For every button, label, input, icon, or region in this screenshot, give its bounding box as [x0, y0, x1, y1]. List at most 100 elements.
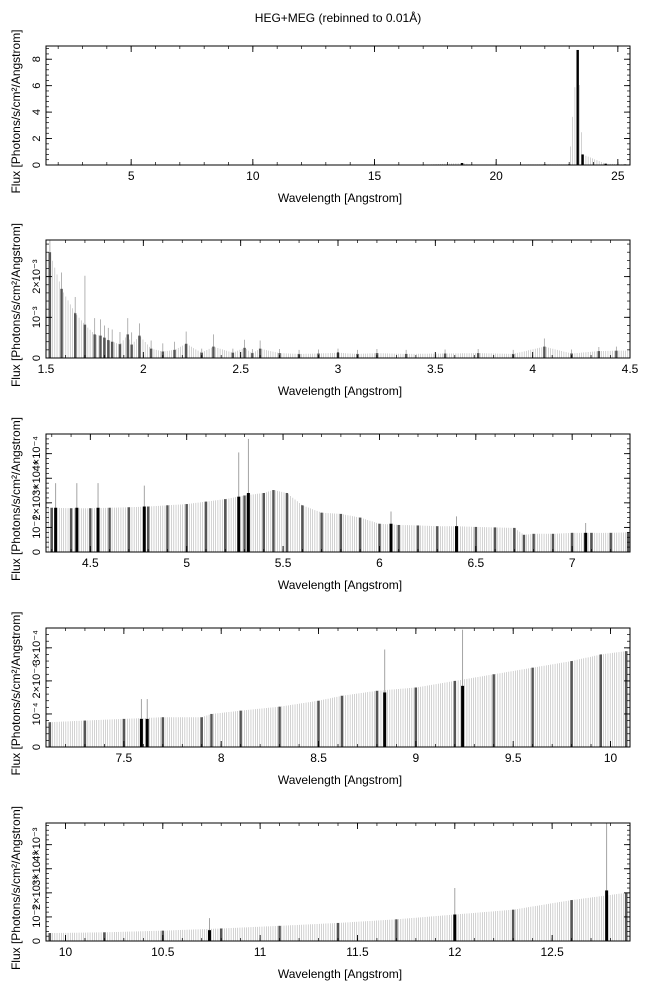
data-bar	[146, 506, 150, 552]
data-bar	[404, 353, 408, 358]
y-tick-label: 10⁻⁴	[31, 702, 43, 725]
data-bar	[590, 532, 593, 552]
data-bar	[570, 532, 574, 552]
data-bar	[103, 932, 106, 941]
data-bar	[339, 513, 343, 552]
x-tick-label: 15	[368, 169, 382, 183]
x-tick-label: 5	[128, 169, 135, 183]
plot-frame	[45, 45, 631, 166]
data-bar	[48, 252, 52, 358]
y-tick-label: 8	[31, 56, 43, 62]
data-bar	[624, 651, 628, 747]
data-bar	[615, 350, 618, 358]
line-bar	[208, 930, 212, 941]
error-bars	[45, 490, 631, 552]
data-bar	[212, 346, 215, 358]
data-bar	[317, 700, 320, 747]
y-tick-label: 4×10⁻⁴	[31, 436, 43, 472]
x-axis-label: Wavelength [Angstrom]	[278, 967, 402, 981]
data-bar	[161, 717, 164, 747]
x-tick-label: 10	[604, 751, 618, 765]
x-tick-label: 10	[246, 169, 260, 183]
data-bar	[414, 687, 418, 747]
y-tick-label: 3×10⁻⁴	[31, 460, 43, 496]
data-bar	[161, 351, 164, 358]
data-bar	[476, 353, 480, 358]
x-tick-label: 10	[59, 945, 73, 959]
x-tick-label: 20	[489, 169, 503, 183]
line-bar	[461, 685, 465, 747]
data-bar	[99, 335, 102, 358]
chart-panel-4: 7.5 8 8.5 9 9.5 10 0 10⁻⁴ 2×10⁻⁴3×10⁻⁴ Wavelength…	[9, 611, 631, 787]
data-bar	[272, 490, 275, 552]
x-tick-label: 12.5	[540, 945, 564, 959]
x-tick-label: 4.5	[82, 556, 99, 570]
data-bar	[60, 288, 63, 358]
y-tick-label: 3×10⁻⁴	[31, 630, 43, 666]
data-bar	[278, 925, 281, 941]
data-bar	[166, 505, 169, 552]
data-bar	[243, 347, 246, 358]
data-bar	[185, 504, 188, 552]
data-bar	[336, 922, 340, 941]
x-tick-label: 9	[413, 751, 420, 765]
data-bar	[301, 505, 304, 552]
x-tick-label: 12	[448, 945, 462, 959]
data-bar	[397, 524, 400, 552]
y-axis-label: Flux [Photons/s/cm²/Angstrom]	[9, 806, 23, 970]
y-tick-label: 4	[31, 109, 43, 115]
line-bar	[142, 506, 146, 552]
error-bars	[45, 651, 631, 747]
data-bar	[149, 348, 153, 358]
plot-frame	[45, 627, 631, 748]
x-tick-label: 2.5	[232, 362, 249, 376]
y-tick-label: 0	[31, 355, 43, 361]
line-bar	[453, 914, 457, 941]
chart-panel-1: 5 10 15 20 25 0 2 4 6 8 Wavelength [Angstrom] Flux …	[9, 29, 631, 205]
y-axis-label: Flux [Photons/s/cm²/Angstrom]	[9, 223, 23, 387]
data-bar	[416, 525, 420, 552]
data-bar	[278, 706, 281, 747]
data-bar	[210, 713, 213, 747]
data-bar	[570, 900, 573, 941]
y-tick-label: 10⁻³	[31, 306, 43, 328]
data-bar	[184, 343, 188, 358]
data-bar	[378, 523, 381, 552]
line-bar	[96, 507, 100, 552]
line-bar	[246, 493, 250, 552]
data-bar	[48, 722, 52, 747]
data-bar	[48, 933, 52, 941]
x-tick-label: 4.5	[622, 362, 639, 376]
data-bar	[522, 534, 526, 552]
data-bar	[69, 508, 73, 552]
data-bar	[599, 654, 602, 747]
x-tick-label: 10.5	[151, 945, 175, 959]
data-bar	[200, 717, 203, 747]
y-tick-label: 2×10⁻⁴	[31, 485, 43, 521]
data-bar	[512, 909, 515, 941]
y-tick-label: 4×10⁻³	[31, 827, 43, 862]
error-bars	[45, 57, 631, 165]
y-axis-label: Flux [Photons/s/cm²/Angstrom]	[9, 29, 23, 193]
data-bar	[89, 508, 92, 552]
line-bar	[455, 526, 459, 552]
line-bar	[584, 532, 588, 552]
chart-panel-3: 4.5 5 5.5 6 6.5 7 0 10⁻⁴2×10⁻⁴3×10⁻⁴4×10⁻⁴ Wavel…	[9, 417, 631, 592]
y-tick-label: 2	[31, 135, 43, 141]
data-bar	[127, 507, 131, 552]
plot-frame	[45, 239, 631, 359]
data-bar	[93, 334, 96, 358]
x-tick-label: 8.5	[310, 751, 327, 765]
y-tick-label: 2×10⁻⁴	[31, 663, 43, 699]
data-bar	[130, 344, 133, 358]
data-bar	[513, 527, 516, 552]
data-bar	[83, 324, 87, 358]
x-tick-label: 4	[529, 362, 536, 376]
x-tick-label: 7.5	[116, 751, 133, 765]
data-bar	[231, 352, 235, 358]
plot-frame	[45, 433, 631, 553]
data-bar	[118, 344, 122, 358]
data-bar	[243, 495, 246, 552]
x-tick-label: 5	[183, 556, 190, 570]
